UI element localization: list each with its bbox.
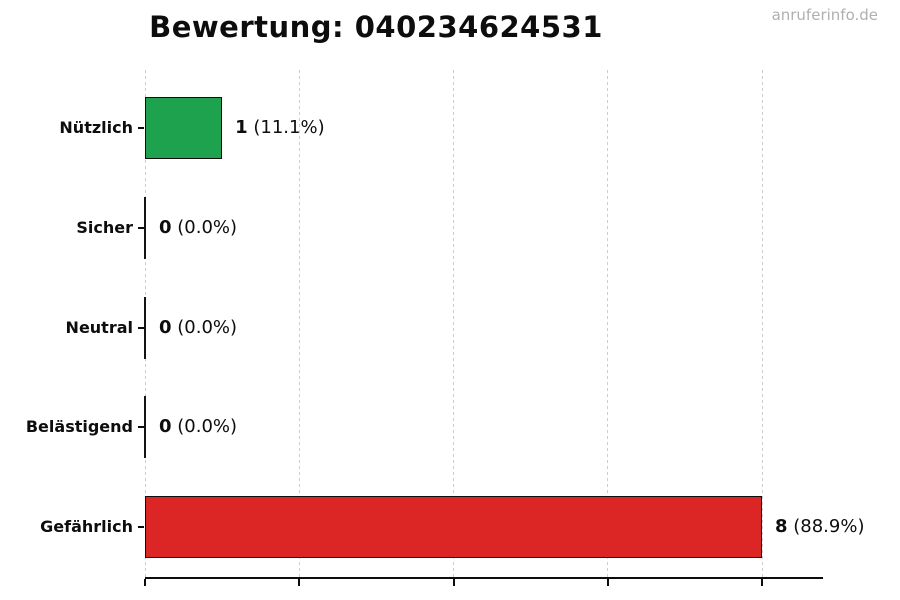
category-label: Belästigend [25, 417, 133, 437]
y-axis-tick [138, 426, 144, 429]
value-number: 0 [159, 216, 172, 238]
value-percent: (11.1%) [247, 117, 325, 138]
y-axis-tick [138, 526, 144, 528]
gridline [453, 70, 454, 577]
gridline [607, 70, 609, 577]
category-label: Gefährlich [40, 517, 133, 536]
bar-zero-line [144, 396, 146, 459]
bar [145, 496, 762, 558]
gridline [761, 70, 763, 577]
category-label: Nützlich [59, 118, 133, 137]
bar [145, 97, 223, 159]
x-axis-tick [144, 579, 146, 586]
value-percent: (0.0%) [171, 216, 238, 238]
y-axis-tick [138, 326, 144, 329]
category-label: Neutral [65, 317, 133, 337]
value-label: 0 (0.0%) [159, 415, 237, 439]
value-percent: (0.0%) [171, 416, 238, 438]
category-label: Sicher [76, 217, 133, 237]
value-label: 8 (88.9%) [775, 515, 864, 539]
value-label: 0 (0.0%) [159, 316, 237, 340]
value-percent: (0.0%) [171, 316, 238, 338]
x-axis-tick [606, 579, 609, 586]
y-axis-tick [138, 127, 144, 129]
x-axis-tick [452, 579, 455, 586]
chart-title: Bewertung: 040234624531 [149, 10, 603, 44]
watermark: anruferinfo.de [771, 6, 878, 24]
value-label: 1 (11.1%) [235, 116, 324, 140]
x-axis-tick [298, 579, 301, 586]
value-number: 0 [159, 416, 172, 438]
y-axis-tick [138, 226, 144, 229]
bar-zero-line [144, 296, 146, 359]
value-number: 8 [775, 516, 788, 537]
bar-zero-line [144, 196, 146, 259]
x-axis-tick [761, 579, 763, 586]
value-label: 0 (0.0%) [159, 216, 237, 240]
value-number: 1 [235, 117, 248, 138]
value-number: 0 [159, 316, 172, 338]
x-axis-line [145, 577, 823, 579]
value-percent: (88.9%) [787, 516, 865, 537]
gridline [298, 70, 300, 577]
